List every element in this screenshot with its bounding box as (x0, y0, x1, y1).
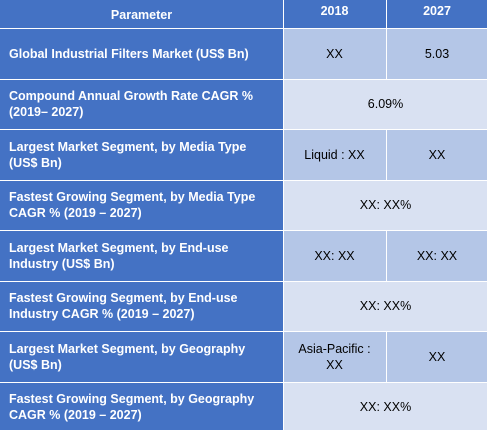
grid-line-h-8 (0, 382, 488, 383)
grid-line-h-4 (0, 180, 488, 181)
row-value-fastest-end-use: XX: XX% (283, 281, 488, 331)
row-label-fastest-geography: Fastest Growing Segment, by Geography CA… (0, 382, 283, 431)
row-label-fastest-end-use: Fastest Growing Segment, by End-use Indu… (0, 281, 283, 331)
grid-line-h-7 (0, 331, 488, 332)
grid-line-h-5 (0, 230, 488, 231)
row-value-largest-end-use-2018: XX: XX (283, 230, 386, 281)
row-label-market-size: Global Industrial Filters Market (US$ Bn… (0, 29, 283, 79)
row-label-largest-end-use: Largest Market Segment, by End-use Indus… (0, 230, 283, 281)
row-value-largest-geography-2018: Asia-Pacific : XX (283, 331, 386, 382)
row-label-largest-geography: Largest Market Segment, by Geography (US… (0, 331, 283, 382)
row-label-cagr: Compound Annual Growth Rate CAGR % (2019… (0, 79, 283, 129)
row-value-largest-media-type-2018: Liquid : XX (283, 129, 386, 180)
row-value-cagr: 6.09% (283, 79, 488, 129)
grid-line-h-6 (0, 281, 488, 282)
row-value-largest-geography-2027: XX (386, 331, 488, 382)
grid-line-v-year-row7 (386, 331, 387, 382)
grid-line-h-2 (0, 79, 488, 80)
header-2018: 2018 (283, 0, 386, 29)
grid-line-v-year-row1 (386, 29, 387, 79)
row-value-fastest-media-type: XX: XX% (283, 180, 488, 230)
row-label-largest-media-type: Largest Market Segment, by Media Type (U… (0, 129, 283, 180)
grid-line-v-year-header (386, 0, 387, 29)
grid-line-v-year-row5 (386, 230, 387, 281)
grid-line-v-year-row3 (386, 129, 387, 180)
row-value-largest-end-use-2027: XX: XX (386, 230, 488, 281)
grid-line-v-label (283, 0, 284, 431)
row-label-fastest-media-type: Fastest Growing Segment, by Media Type C… (0, 180, 283, 230)
header-parameter: Parameter (0, 0, 283, 29)
row-value-largest-media-type-2027: XX (386, 129, 488, 180)
header-2027: 2027 (386, 0, 488, 29)
row-value-market-size-2018: XX (283, 29, 386, 79)
grid-line-h-1 (0, 28, 488, 29)
row-value-fastest-geography: XX: XX% (283, 382, 488, 431)
row-value-market-size-2027: 5.03 (386, 29, 488, 79)
grid-line-h-3 (0, 129, 488, 130)
